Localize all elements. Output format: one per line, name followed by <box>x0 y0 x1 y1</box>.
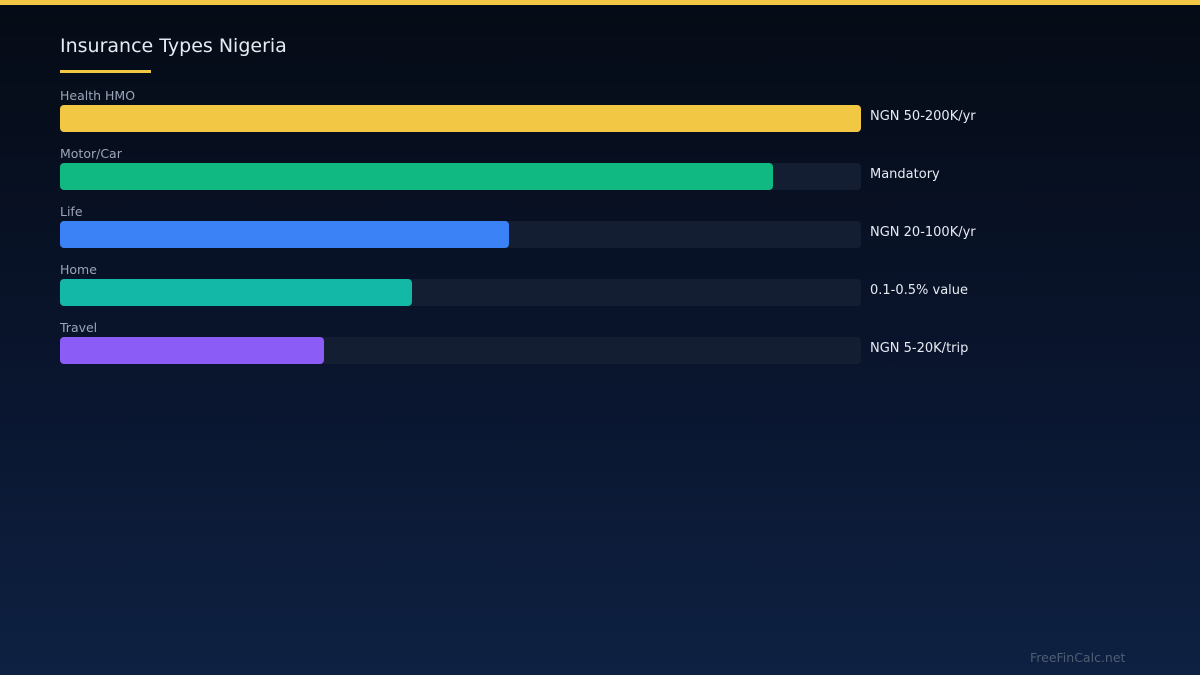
top-accent-bar <box>0 0 1200 5</box>
bar-row: Home 0.1-0.5% value <box>60 262 1060 320</box>
value-label: NGN 20-100K/yr <box>870 225 976 240</box>
bar-row: Motor/Car Mandatory <box>60 146 1060 204</box>
bar-track <box>60 279 861 306</box>
category-label: Home <box>60 262 97 277</box>
bar-fill <box>60 279 412 306</box>
bar-track <box>60 337 861 364</box>
bar-chart: Health HMO NGN 50-200K/yr Motor/Car Mandato… <box>60 88 1060 378</box>
category-label: Travel <box>60 320 98 335</box>
bar-track <box>60 221 861 248</box>
bar-fill <box>60 221 509 248</box>
category-label: Motor/Car <box>60 146 122 161</box>
bar-track <box>60 163 861 190</box>
bar-row: Travel NGN 5-20K/trip <box>60 320 1060 378</box>
value-label: NGN 50-200K/yr <box>870 109 976 124</box>
bar-fill <box>60 163 773 190</box>
bar-row: Life NGN 20-100K/yr <box>60 204 1060 262</box>
value-label: NGN 5-20K/trip <box>870 341 969 356</box>
category-label: Health HMO <box>60 88 136 103</box>
bar-row: Health HMO NGN 50-200K/yr <box>60 88 1060 146</box>
bar-track <box>60 105 861 132</box>
chart-title: Insurance Types Nigeria <box>60 35 287 57</box>
title-underline <box>60 70 151 73</box>
bar-fill <box>60 105 861 132</box>
category-label: Life <box>60 204 83 219</box>
bar-fill <box>60 337 324 364</box>
value-label: Mandatory <box>870 167 940 182</box>
value-label: 0.1-0.5% value <box>870 283 969 298</box>
watermark-text: FreeFinCalc.net <box>1030 650 1126 665</box>
